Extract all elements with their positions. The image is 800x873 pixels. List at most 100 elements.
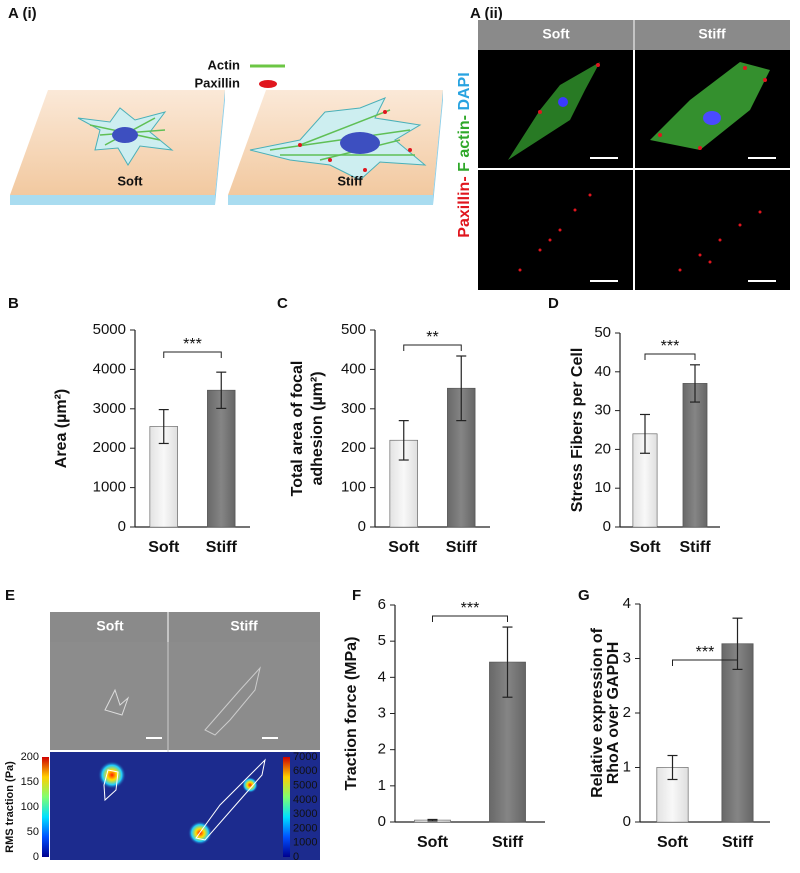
colorbar <box>283 757 290 857</box>
x-tick-label: Stiff <box>492 834 524 851</box>
x-tick-label: Stiff <box>679 539 711 556</box>
x-tick-label: Stiff <box>206 539 238 556</box>
y-axis-label: adhesion (µm²) <box>309 371 326 485</box>
y-tick-label: 30 <box>594 402 611 419</box>
y-tick-label: 4000 <box>93 360 126 377</box>
significance-label: *** <box>696 644 715 661</box>
x-tick-label: Soft <box>148 539 180 556</box>
colorbar-tick-label: 200 <box>21 751 39 763</box>
y-tick-label: 20 <box>594 440 611 457</box>
y-tick-label: 400 <box>341 360 366 377</box>
y-tick-label: 50 <box>594 324 611 341</box>
panel-label: A (ii) <box>470 5 503 22</box>
slab-label: Soft <box>117 173 143 188</box>
panel-label: G <box>578 587 590 604</box>
significance-label: *** <box>461 600 480 617</box>
significance-label: *** <box>183 336 202 353</box>
x-tick-label: Soft <box>629 539 661 556</box>
column-header <box>50 612 320 642</box>
y-tick-label: 0 <box>623 813 631 830</box>
colorbar-tick-label: 0 <box>293 851 299 863</box>
colorbar-tick-label: 1000 <box>293 837 317 849</box>
x-tick-label: Soft <box>417 834 449 851</box>
y-tick-label: 4 <box>378 668 386 685</box>
y-tick-label: 300 <box>341 400 366 417</box>
stain-part: F actin- <box>456 115 473 172</box>
x-tick-label: Stiff <box>722 834 754 851</box>
panel-label: E <box>5 587 15 604</box>
y-tick-label: 10 <box>594 479 611 496</box>
y-tick-label: 2 <box>623 704 631 721</box>
significance-label: ** <box>426 329 438 346</box>
panel-label: A (i) <box>8 5 37 22</box>
colorbar-title: RMS traction (Pa) <box>4 761 16 853</box>
significance-bracket <box>644 353 696 360</box>
panel-label: F <box>352 587 361 604</box>
colorbar-tick-label: 3000 <box>293 808 317 820</box>
y-axis-label: Total area of focal <box>289 361 306 497</box>
stain-label: Paxillin- F actin- DAPI <box>456 72 473 237</box>
y-tick-label: 0 <box>358 518 366 535</box>
slab-label: Stiff <box>337 173 363 188</box>
significance-bracket <box>672 659 738 666</box>
y-axis-label: Area (µm²) <box>53 389 70 468</box>
legend-label: Paxillin <box>194 75 240 90</box>
column-label: Stiff <box>230 618 258 634</box>
colorbar-tick-label: 7000 <box>293 751 317 763</box>
colorbar-tick-label: 6000 <box>293 765 317 777</box>
column-label: Stiff <box>698 26 726 42</box>
y-axis-label: Stress Fibers per Cell <box>569 348 586 513</box>
y-tick-label: 0 <box>378 813 386 830</box>
y-axis-label: RhoA over GAPDH <box>605 642 622 785</box>
y-tick-label: 0 <box>118 518 126 535</box>
panel-label: C <box>277 295 288 312</box>
y-tick-label: 100 <box>341 479 366 496</box>
colorbar-tick-label: 50 <box>27 826 39 838</box>
column-label: Soft <box>542 26 570 42</box>
x-tick-label: Soft <box>388 539 420 556</box>
y-tick-label: 2000 <box>93 439 126 456</box>
bar <box>207 389 236 528</box>
legend-swatch <box>259 80 277 88</box>
significance-bracket <box>403 344 462 351</box>
y-tick-label: 6 <box>378 596 386 613</box>
y-tick-label: 200 <box>341 439 366 456</box>
colorbar-tick-label: 0 <box>33 851 39 863</box>
y-tick-label: 0 <box>603 518 611 535</box>
legend-label: Actin <box>208 57 241 72</box>
y-tick-label: 1 <box>623 758 631 775</box>
y-tick-label: 4 <box>623 595 631 612</box>
stain-part: DAPI <box>456 72 473 110</box>
traction-images <box>50 642 320 860</box>
y-tick-label: 1 <box>378 777 386 794</box>
colorbar-tick-label: 150 <box>21 776 39 788</box>
x-tick-label: Soft <box>657 834 689 851</box>
y-tick-label: 500 <box>341 321 366 338</box>
y-axis-label: Relative expression of <box>589 627 606 798</box>
colorbar-tick-label: 5000 <box>293 779 317 791</box>
y-tick-label: 5 <box>378 632 386 649</box>
panel-label: D <box>548 295 559 312</box>
micrographs <box>478 50 790 290</box>
soft-slab: Soft <box>10 90 225 205</box>
y-tick-label: 40 <box>594 363 611 380</box>
y-tick-label: 2 <box>378 741 386 758</box>
colorbar-tick-label: 4000 <box>293 794 317 806</box>
stain-part: Paxillin- <box>456 176 473 237</box>
y-tick-label: 3000 <box>93 400 126 417</box>
colorbar-tick-label: 2000 <box>293 822 317 834</box>
y-tick-label: 5000 <box>93 321 126 338</box>
y-tick-label: 3 <box>378 704 386 721</box>
bar <box>682 383 708 528</box>
colorbar-tick-label: 100 <box>21 801 39 813</box>
stiff-slab: Stiff <box>228 90 443 205</box>
significance-bracket <box>432 615 508 622</box>
significance-bracket <box>163 351 222 358</box>
bar <box>721 643 754 823</box>
y-axis-label: Traction force (MPa) <box>343 637 360 791</box>
y-tick-label: 3 <box>623 649 631 666</box>
x-tick-label: Stiff <box>446 539 478 556</box>
colorbar <box>42 757 49 857</box>
significance-label: *** <box>661 338 680 355</box>
